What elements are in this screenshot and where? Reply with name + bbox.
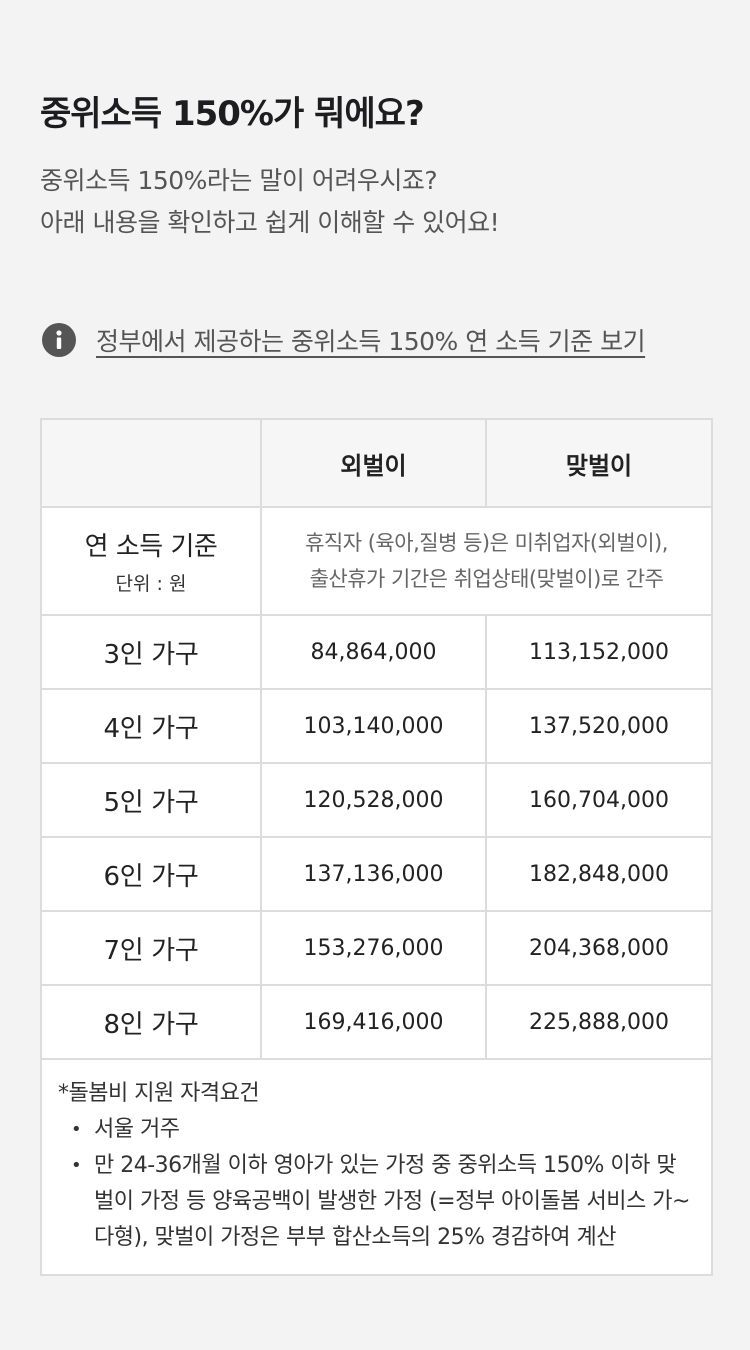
basis-note-line-1: 휴직자 (육아,질병 등)은 미취업자(외벌이), [305,531,668,555]
description-line-1: 중위소득 150%라는 말이 어려우시죠? [40,166,438,195]
table-row: 4인 가구 103,140,000 137,520,000 [40,688,713,764]
footnote-item-text: 만 24-36개월 이하 영아가 있는 가정 중 중위소득 150% 이하 맞벌… [94,1153,690,1250]
single-income-amount: 84,864,000 [260,614,487,690]
page-description: 중위소득 150%라는 말이 어려우시죠? 아래 내용을 확인하고 쉽게 이해할… [40,160,500,244]
column-header-dual-income: 맞벌이 [485,418,713,508]
bullet-icon: • [70,1155,82,1176]
footnote-cell: *돌봄비 지원 자격요건 • 서울 거주 • 만 24-36개월 이하 영아가 … [40,1058,713,1276]
single-income-amount: 120,528,000 [260,762,487,838]
dual-income-amount: 160,704,000 [485,762,713,838]
income-table: 외벌이 맞벌이 연 소득 기준 단위 : 원 휴직자 (육아,질병 등)은 미취… [40,418,713,1276]
bullet-icon: • [70,1119,82,1140]
footnote-item-text: 서울 거주 [94,1117,180,1142]
footnote-item: • 서울 거주 [58,1112,695,1148]
household-size-cell: 7인 가구 [40,910,262,986]
footnote-title: *돌봄비 지원 자격요건 [58,1081,260,1106]
basis-note-cell: 휴직자 (육아,질병 등)은 미취업자(외벌이), 출산휴가 기간은 취업상태(… [260,506,713,616]
table-header-row: 외벌이 맞벌이 [40,418,713,508]
dual-income-amount: 225,888,000 [485,984,713,1060]
single-income-amount: 153,276,000 [260,910,487,986]
household-size-cell: 8인 가구 [40,984,262,1060]
footnote-item: • 만 24-36개월 이하 영아가 있는 가정 중 중위소득 150% 이하 … [58,1148,695,1256]
household-size-cell: 4인 가구 [40,688,262,764]
description-line-2: 아래 내용을 확인하고 쉽게 이해할 수 있어요! [40,208,500,237]
column-header-single-income: 외벌이 [260,418,487,508]
page-title: 중위소득 150%가 뭐에요? [40,94,425,134]
household-size-cell: 5인 가구 [40,762,262,838]
table-corner-cell [40,418,262,508]
single-income-amount: 169,416,000 [260,984,487,1060]
footnote-row: *돌봄비 지원 자격요건 • 서울 거주 • 만 24-36개월 이하 영아가 … [40,1058,713,1276]
basis-unit: 단위 : 원 [115,573,187,595]
income-standard-link-row[interactable]: 정부에서 제공하는 중위소득 150% 연 소득 기준 보기 [42,322,646,358]
table-row: 3인 가구 84,864,000 113,152,000 [40,614,713,690]
basis-label-cell: 연 소득 기준 단위 : 원 [40,506,262,616]
basis-note-line-2: 출산휴가 기간은 취업상태(맞벌이)로 간주 [309,567,664,591]
table-row: 5인 가구 120,528,000 160,704,000 [40,762,713,838]
dual-income-amount: 113,152,000 [485,614,713,690]
table-row: 7인 가구 153,276,000 204,368,000 [40,910,713,986]
dual-income-amount: 137,520,000 [485,688,713,764]
single-income-amount: 103,140,000 [260,688,487,764]
household-size-cell: 3인 가구 [40,614,262,690]
info-icon [42,323,76,357]
income-standard-link[interactable]: 정부에서 제공하는 중위소득 150% 연 소득 기준 보기 [96,327,646,356]
single-income-amount: 137,136,000 [260,836,487,912]
basis-label: 연 소득 기준 [84,532,218,562]
household-size-cell: 6인 가구 [40,836,262,912]
table-row: 8인 가구 169,416,000 225,888,000 [40,984,713,1060]
table-basis-row: 연 소득 기준 단위 : 원 휴직자 (육아,질병 등)은 미취업자(외벌이),… [40,506,713,616]
dual-income-amount: 204,368,000 [485,910,713,986]
table-row: 6인 가구 137,136,000 182,848,000 [40,836,713,912]
dual-income-amount: 182,848,000 [485,836,713,912]
